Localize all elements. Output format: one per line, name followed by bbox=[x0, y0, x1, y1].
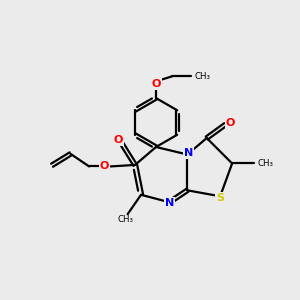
Text: O: O bbox=[151, 79, 161, 89]
Text: S: S bbox=[216, 193, 224, 203]
Text: O: O bbox=[226, 118, 235, 128]
Text: O: O bbox=[114, 135, 123, 146]
Text: N: N bbox=[184, 148, 194, 158]
Text: CH₃: CH₃ bbox=[194, 72, 211, 81]
Text: N: N bbox=[165, 198, 174, 208]
Text: CH₃: CH₃ bbox=[257, 159, 273, 168]
Text: O: O bbox=[100, 161, 109, 171]
Text: CH₃: CH₃ bbox=[117, 215, 133, 224]
